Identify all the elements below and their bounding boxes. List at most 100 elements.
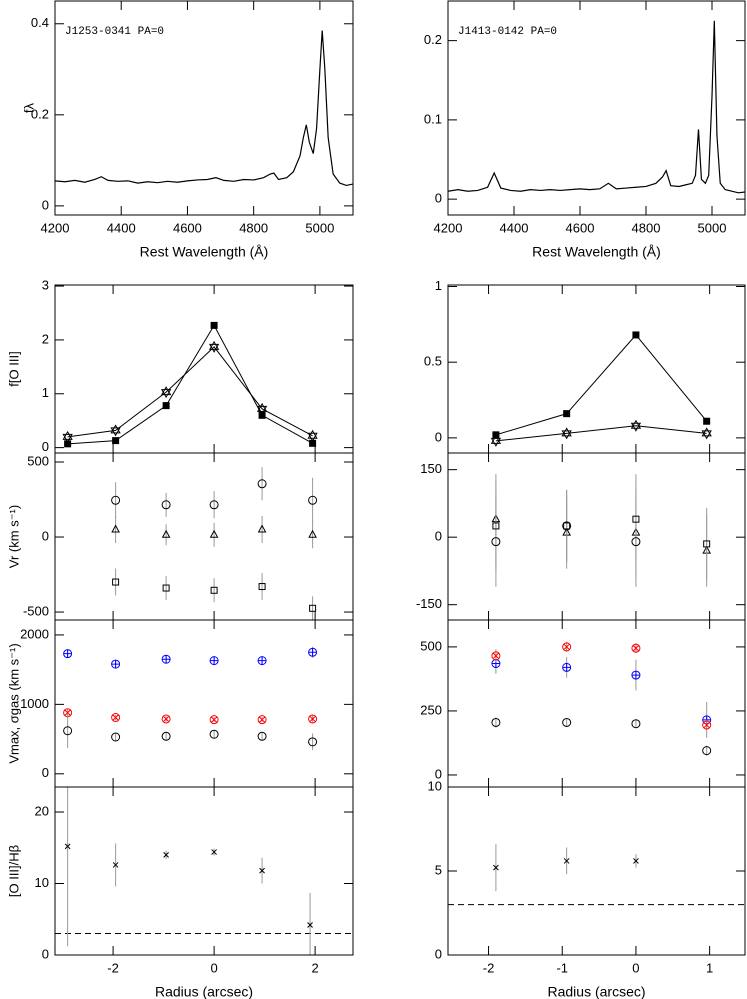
marker bbox=[631, 670, 641, 680]
y-axis-label: Vr (km s⁻¹) bbox=[6, 505, 21, 568]
connector bbox=[495, 425, 707, 442]
marker bbox=[562, 642, 572, 652]
y-tick-label: 0 bbox=[42, 946, 49, 961]
x-tick-label: 4200 bbox=[434, 220, 463, 235]
marker bbox=[308, 495, 318, 505]
marker bbox=[632, 515, 640, 523]
frame bbox=[447, 786, 746, 956]
marker bbox=[111, 495, 121, 505]
y-tick-label: 0 bbox=[42, 528, 49, 543]
marker bbox=[308, 714, 318, 724]
y-tick-label: 0.2 bbox=[424, 32, 442, 47]
connector bbox=[67, 324, 313, 445]
plot-area bbox=[448, 844, 745, 906]
marker bbox=[491, 717, 501, 727]
frame bbox=[54, 284, 354, 454]
x-tick-label: 2 bbox=[312, 960, 319, 975]
x-tick-label: 0 bbox=[210, 960, 217, 975]
y-axis-label: [O III]/Hβ bbox=[6, 845, 21, 897]
marker bbox=[209, 656, 219, 666]
plot-area bbox=[448, 20, 745, 194]
marker bbox=[112, 437, 120, 445]
marker bbox=[630, 419, 642, 432]
marker bbox=[491, 537, 501, 547]
plot-area bbox=[63, 646, 318, 751]
marker bbox=[257, 656, 267, 666]
plot-area bbox=[491, 474, 712, 587]
marker bbox=[163, 852, 169, 858]
marker bbox=[256, 402, 268, 415]
x-axis-label: Rest Wavelength (Å) bbox=[140, 244, 269, 260]
y-tick-label: 0 bbox=[435, 191, 442, 206]
frame bbox=[447, 284, 746, 454]
spectrum bbox=[448, 20, 745, 194]
marker bbox=[209, 529, 219, 538]
marker bbox=[563, 858, 570, 864]
y-tick-label: -150 bbox=[416, 596, 442, 611]
marker bbox=[703, 540, 711, 548]
x-axis-label: Radius (arcsec) bbox=[547, 984, 645, 999]
marker bbox=[257, 715, 267, 725]
x-tick-label: -1 bbox=[556, 960, 568, 975]
y-tick-label: 10 bbox=[428, 778, 442, 793]
x-tick-label: 0 bbox=[632, 960, 639, 975]
marker bbox=[161, 714, 171, 724]
y-tick-label: 2 bbox=[42, 331, 49, 346]
marker bbox=[211, 849, 217, 855]
y-tick-label: 0 bbox=[435, 529, 442, 544]
marker bbox=[161, 529, 171, 538]
marker bbox=[161, 731, 171, 741]
marker bbox=[703, 417, 711, 425]
marker bbox=[309, 604, 317, 612]
y-tick-label: 2000 bbox=[20, 626, 49, 641]
y-tick-label: 0.1 bbox=[424, 111, 442, 126]
y-tick-label: 0 bbox=[42, 765, 49, 780]
x-tick-label: 4400 bbox=[500, 220, 529, 235]
marker bbox=[64, 843, 71, 850]
x-axis-label: Radius (arcsec) bbox=[155, 984, 253, 999]
y-tick-label: 0.5 bbox=[424, 354, 442, 369]
marker bbox=[308, 737, 318, 747]
y-axis-label: f[O III] bbox=[6, 351, 21, 386]
y-tick-label: 0 bbox=[435, 429, 442, 444]
y-tick-label: 500 bbox=[420, 638, 442, 653]
marker bbox=[209, 500, 219, 510]
marker bbox=[210, 321, 218, 329]
marker bbox=[631, 537, 641, 547]
marker bbox=[258, 411, 266, 419]
y-tick-label: 1000 bbox=[20, 696, 49, 711]
marker bbox=[63, 708, 73, 718]
marker bbox=[161, 500, 171, 510]
marker bbox=[563, 410, 571, 418]
y-tick-label: 500 bbox=[27, 453, 49, 468]
marker bbox=[257, 524, 267, 533]
spectrum bbox=[55, 30, 353, 187]
annotation: J1413-0142 PA=0 bbox=[458, 26, 557, 38]
y-tick-label: 0 bbox=[435, 766, 442, 781]
y-tick-label: 0 bbox=[42, 439, 49, 454]
frame bbox=[54, 786, 354, 956]
marker bbox=[161, 654, 171, 664]
y-tick-label: -500 bbox=[23, 603, 49, 618]
marker bbox=[209, 715, 219, 725]
frame bbox=[54, 452, 354, 621]
marker bbox=[162, 584, 170, 592]
x-tick-label: 4400 bbox=[107, 220, 136, 235]
x-tick-label: 4600 bbox=[173, 220, 202, 235]
y-tick-label: 3 bbox=[42, 278, 49, 293]
y-tick-label: 20 bbox=[35, 803, 49, 818]
x-tick-label: -2 bbox=[107, 960, 119, 975]
x-tick-label: 4800 bbox=[239, 220, 268, 235]
y-tick-label: 0 bbox=[42, 197, 49, 212]
marker bbox=[631, 719, 641, 729]
marker bbox=[111, 524, 120, 533]
y-tick-label: 1 bbox=[435, 278, 442, 293]
y-tick-label: 0.4 bbox=[31, 15, 49, 30]
y-tick-label: 0.2 bbox=[31, 106, 49, 121]
marker bbox=[562, 521, 572, 531]
marker bbox=[210, 586, 218, 594]
x-tick-label: 4600 bbox=[566, 220, 595, 235]
marker bbox=[259, 867, 265, 874]
marker bbox=[257, 731, 267, 741]
marker bbox=[162, 402, 170, 410]
